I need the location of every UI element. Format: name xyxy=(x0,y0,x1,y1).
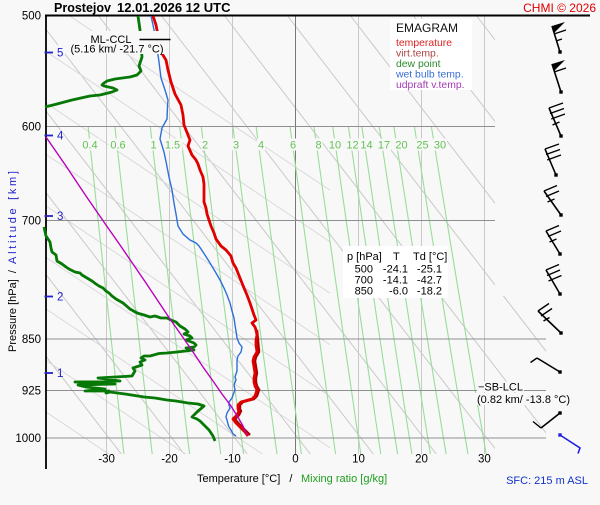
svg-text:-14.1: -14.1 xyxy=(383,275,408,287)
svg-text:udpraft v.temp.: udpraft v.temp. xyxy=(396,80,465,91)
svg-text:T: T xyxy=(393,251,400,263)
svg-text:EMAGRAM: EMAGRAM xyxy=(396,21,458,35)
svg-text:3: 3 xyxy=(57,211,63,223)
svg-text:12: 12 xyxy=(346,140,358,152)
svg-text:500: 500 xyxy=(355,264,373,276)
svg-text:14: 14 xyxy=(360,140,372,152)
svg-text:4: 4 xyxy=(258,140,264,152)
svg-text:600: 600 xyxy=(22,122,41,134)
svg-text:850: 850 xyxy=(355,286,373,298)
svg-text:30: 30 xyxy=(434,140,446,152)
svg-text:-20: -20 xyxy=(161,454,178,466)
svg-text:-24.1: -24.1 xyxy=(383,264,408,276)
svg-text:20: 20 xyxy=(395,140,407,152)
svg-text:-6.0: -6.0 xyxy=(389,286,408,298)
svg-text:6: 6 xyxy=(290,140,296,152)
svg-text:850: 850 xyxy=(22,334,41,346)
svg-text:-18.2: -18.2 xyxy=(417,286,442,298)
svg-text:500: 500 xyxy=(22,11,41,23)
svg-text:2: 2 xyxy=(202,140,208,152)
svg-text:700: 700 xyxy=(22,216,41,228)
svg-text:1.5: 1.5 xyxy=(165,140,180,152)
svg-text:CHMI © 2026: CHMI © 2026 xyxy=(523,1,596,15)
svg-text:0: 0 xyxy=(292,454,298,466)
svg-text:(5.16 km/ -21.7 °C): (5.16 km/ -21.7 °C) xyxy=(70,44,163,56)
svg-text:0.6: 0.6 xyxy=(110,140,125,152)
svg-text:Prostejov: Prostejov xyxy=(54,1,111,15)
svg-text:10: 10 xyxy=(352,454,365,466)
svg-text:17: 17 xyxy=(378,140,390,152)
svg-text:-25.1: -25.1 xyxy=(417,264,442,276)
svg-text:(0.82 km/ -13.8 °C): (0.82 km/ -13.8 °C) xyxy=(477,394,570,406)
svg-text:-42.7: -42.7 xyxy=(417,275,442,287)
svg-text:4: 4 xyxy=(57,131,64,143)
svg-text:−SB-LCL: −SB-LCL xyxy=(478,382,523,394)
svg-text:dew point: dew point xyxy=(396,59,441,70)
svg-text:wet bulb temp.: wet bulb temp. xyxy=(395,70,464,81)
svg-text:3: 3 xyxy=(233,140,239,152)
svg-text:2: 2 xyxy=(57,292,63,304)
svg-text:1: 1 xyxy=(57,368,63,380)
svg-text:0.4: 0.4 xyxy=(82,140,97,152)
svg-text:20: 20 xyxy=(415,454,428,466)
svg-text:virt.temp.: virt.temp. xyxy=(396,49,439,60)
svg-text:-30: -30 xyxy=(98,454,115,466)
svg-text:925: 925 xyxy=(22,386,41,398)
svg-text:30: 30 xyxy=(478,454,491,466)
svg-text:25: 25 xyxy=(416,140,428,152)
svg-text:Td [°C]: Td [°C] xyxy=(413,251,447,263)
svg-text:8: 8 xyxy=(315,140,321,152)
svg-text:700: 700 xyxy=(355,275,373,287)
svg-text:Pressure [hPa] / Altitude [k: Pressure [hPa] / Altitude [km] xyxy=(7,168,19,352)
svg-text:Mixing ratio [g/kg]: Mixing ratio [g/kg] xyxy=(301,473,387,485)
svg-text:-10: -10 xyxy=(224,454,241,466)
svg-text:12.01.2026 12 UTC: 12.01.2026 12 UTC xyxy=(117,0,231,15)
svg-text:SFC: 215 m ASL: SFC: 215 m ASL xyxy=(506,475,588,487)
svg-text:10: 10 xyxy=(329,140,341,152)
svg-text:5: 5 xyxy=(57,48,63,60)
svg-text:ML-CCL: ML-CCL xyxy=(91,34,132,46)
svg-text:1000: 1000 xyxy=(15,433,41,445)
svg-text:temperature: temperature xyxy=(396,38,452,49)
svg-text:1: 1 xyxy=(150,140,156,152)
svg-text:p [hPa]: p [hPa] xyxy=(347,251,382,263)
svg-text:Temperature [°C] /: Temperature [°C] / xyxy=(197,473,293,485)
